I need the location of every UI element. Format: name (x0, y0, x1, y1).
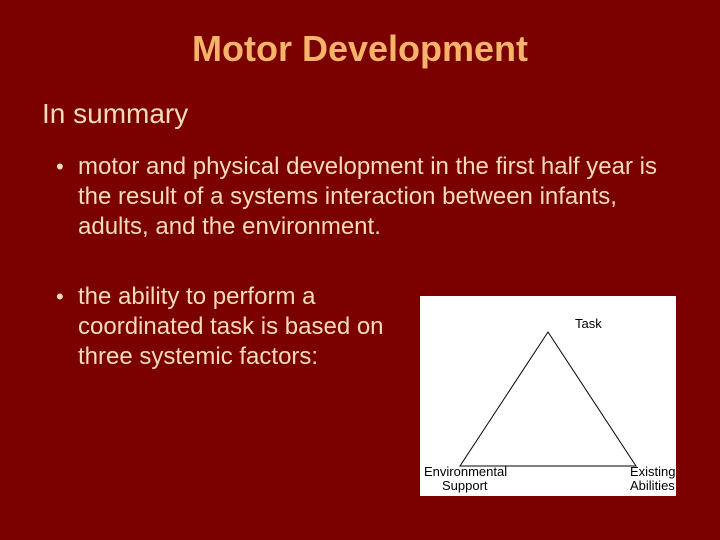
diagram-label-top: Task (575, 316, 602, 331)
bullet-marker: • (56, 282, 78, 312)
triangle-diagram: Task Environmental Support Existing Abil… (420, 296, 676, 496)
slide-title: Motor Development (0, 0, 720, 70)
bullet-text: the ability to perform a coordinated tas… (78, 282, 388, 372)
bullet-marker: • (56, 152, 78, 182)
diagram-label-bottom-left-2: Support (442, 478, 488, 493)
bullet-text: motor and physical development in the fi… (78, 152, 678, 242)
slide-subtitle: In summary (0, 70, 720, 130)
diagram-label-bottom-left-1: Environmental (424, 464, 507, 479)
diagram-label-bottom-right-1: Existing (630, 464, 676, 479)
diagram-label-bottom-right-2: Abilities (630, 478, 675, 493)
bullet-item: • motor and physical development in the … (56, 152, 678, 242)
